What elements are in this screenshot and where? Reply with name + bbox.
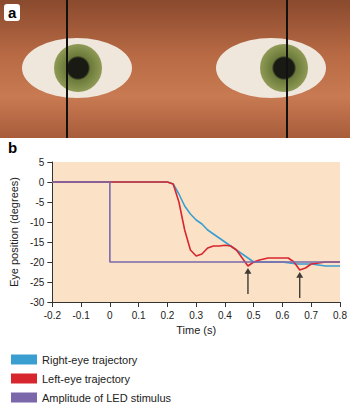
svg-text:Left-eye trajectory: Left-eye trajectory xyxy=(42,373,131,385)
svg-text:0: 0 xyxy=(107,310,113,321)
svg-text:-5: -5 xyxy=(35,197,44,208)
svg-text:0: 0 xyxy=(39,177,45,188)
svg-text:0.1: 0.1 xyxy=(132,310,146,321)
svg-text:Amplitude of LED stimulus: Amplitude of LED stimulus xyxy=(42,392,171,404)
svg-text:0.3: 0.3 xyxy=(189,310,203,321)
svg-text:0.2: 0.2 xyxy=(160,310,174,321)
svg-text:Eye position (degrees): Eye position (degrees) xyxy=(8,177,20,287)
svg-text:0.8: 0.8 xyxy=(333,310,347,321)
svg-text:Time (s): Time (s) xyxy=(176,324,216,336)
svg-text:-0.2: -0.2 xyxy=(44,310,62,321)
svg-text:Right-eye trajectory: Right-eye trajectory xyxy=(42,354,138,366)
svg-text:0.5: 0.5 xyxy=(247,310,261,321)
html-text:a: a xyxy=(8,4,17,21)
svg-text:b: b xyxy=(8,139,17,156)
svg-text:0.4: 0.4 xyxy=(218,310,232,321)
svg-text:-10: -10 xyxy=(30,217,45,228)
svg-text:-15: -15 xyxy=(30,237,45,248)
svg-text:-30: -30 xyxy=(30,297,45,308)
svg-text:0.6: 0.6 xyxy=(276,310,290,321)
svg-text:-25: -25 xyxy=(30,277,45,288)
svg-text:-20: -20 xyxy=(30,257,45,268)
svg-text:5: 5 xyxy=(39,157,45,168)
svg-text:-0.1: -0.1 xyxy=(73,310,91,321)
svg-text:0.7: 0.7 xyxy=(304,310,318,321)
